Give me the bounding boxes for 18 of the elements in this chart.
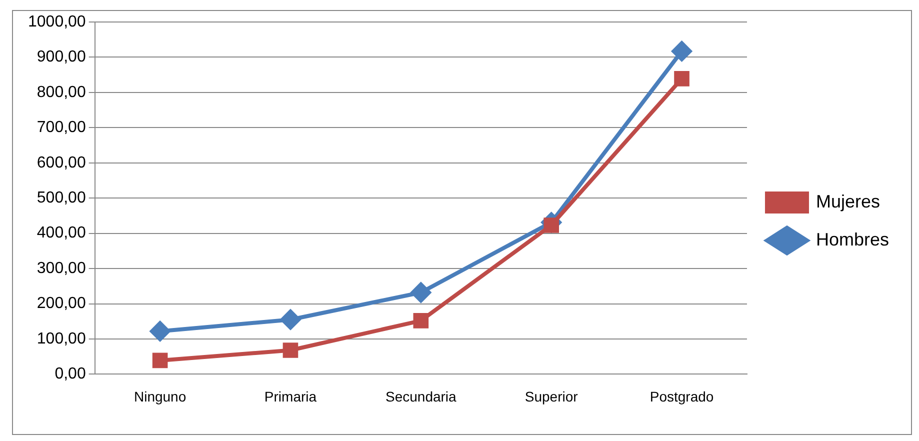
y-tick-label: 0,00: [54, 366, 86, 383]
legend-label: Hombres: [816, 229, 890, 250]
y-tick-label: 300,00: [36, 260, 86, 277]
y-tick-label: 200,00: [36, 295, 86, 312]
x-tick-label: Postgrado: [650, 388, 714, 404]
x-tick-label: Ninguno: [134, 388, 186, 404]
y-tick-label: 1000,00: [28, 13, 86, 30]
y-tick-label: 900,00: [36, 48, 86, 66]
y-tick-label: 100,00: [36, 330, 86, 348]
y-tick-label: 800,00: [36, 84, 86, 101]
x-tick-label: Secundaria: [385, 388, 457, 404]
y-tick-label: 600,00: [36, 154, 86, 172]
legend-label: Mujeres: [816, 191, 880, 212]
y-tick-label: 700,00: [36, 119, 86, 136]
x-tick-label: Superior: [524, 388, 578, 404]
y-tick-label: 400,00: [36, 224, 86, 242]
x-tick-label: Primaria: [264, 388, 317, 404]
y-tick-label: 500,00: [36, 190, 86, 207]
